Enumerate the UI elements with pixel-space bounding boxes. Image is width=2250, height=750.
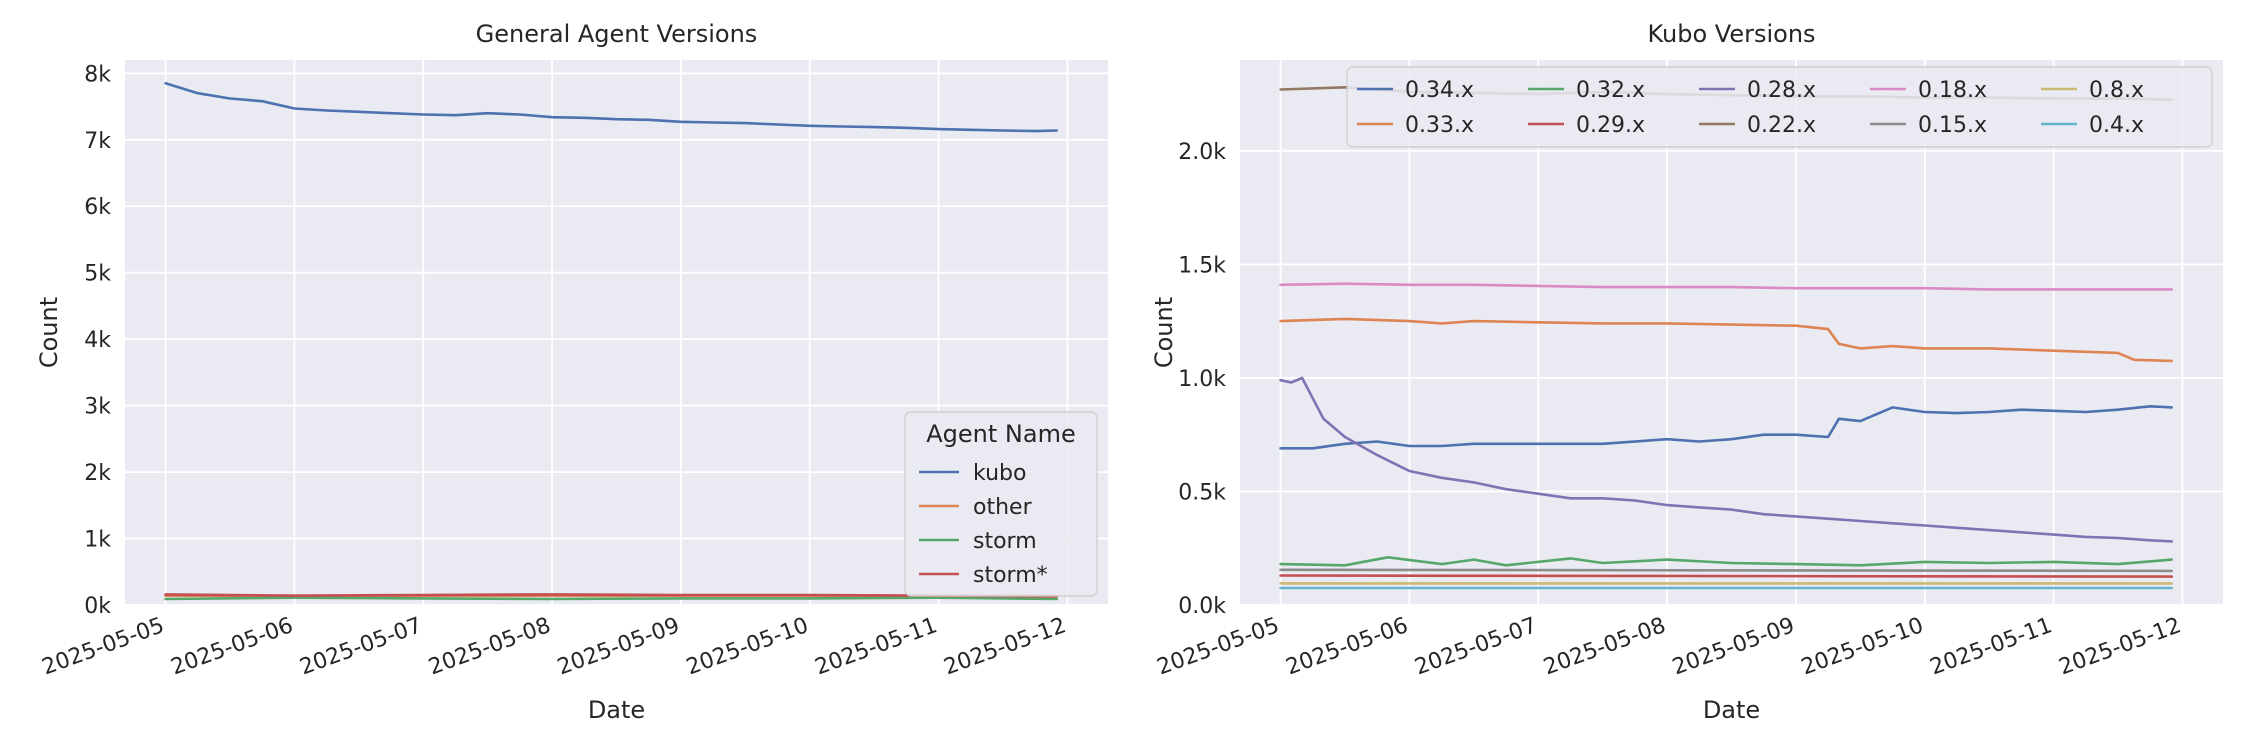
x-tick-label: 2025-05-08 <box>1540 613 1669 680</box>
y-tick-label: 0.5k <box>1178 480 1226 505</box>
series-line-0-34-x <box>1279 404 2173 450</box>
x-tick-label: 2025-05-12 <box>2056 613 2185 680</box>
legend-label: other <box>973 495 1033 520</box>
y-tick-label: 6k <box>84 195 111 220</box>
legend-box <box>904 411 1098 597</box>
x-tick-label: 2025-05-12 <box>941 613 1070 680</box>
chart-title: General Agent Versions <box>476 20 758 48</box>
x-tick-label: 2025-05-10 <box>1798 613 1927 680</box>
x-tick-label: 2025-05-07 <box>297 613 426 680</box>
y-tick-label: 7k <box>84 129 111 154</box>
series-line-0-32-x <box>1279 555 2173 567</box>
legend-label: 0.8.x <box>2089 78 2144 103</box>
series-line-storm <box>164 596 1058 601</box>
x-tick-label: 2025-05-09 <box>554 613 683 680</box>
y-tick-label: 5k <box>84 262 111 287</box>
y-tick-label: 8k <box>84 62 111 87</box>
legend: 0.34.x 0.33.x 0.32.x 0.29.x 0.28.x 0.22.x 0.18… <box>1346 66 2213 148</box>
legend-label: 0.33.x <box>1405 113 1474 138</box>
x-tick-label: 2025-05-05 <box>39 613 168 680</box>
x-tick-label: 2025-05-09 <box>1669 613 1798 680</box>
legend-label: 0.29.x <box>1576 113 1645 138</box>
legend-label: 0.34.x <box>1405 78 1474 103</box>
legend-label: 0.4.x <box>2089 113 2144 138</box>
y-tick-label: 0k <box>84 594 111 619</box>
x-tick-label: 2025-05-11 <box>812 613 941 680</box>
y-tick-label: 2.0k <box>1178 140 1226 165</box>
x-tick-label: 2025-05-08 <box>425 613 554 680</box>
legend-label: 0.22.x <box>1747 113 1816 138</box>
y-tick-label: 0.0k <box>1178 594 1226 619</box>
y-tick-label: 2k <box>84 461 111 486</box>
x-tick-label: 2025-05-11 <box>1927 613 2056 680</box>
series-line-0-29-x <box>1279 574 2173 578</box>
x-tick-label: 2025-05-06 <box>168 613 297 680</box>
x-tick-label: 2025-05-05 <box>1154 613 1283 680</box>
series-line-0-28-x <box>1279 376 2173 543</box>
y-axis-label: Count <box>35 297 63 368</box>
chart-title: Kubo Versions <box>1647 20 1815 48</box>
x-axis-label: Date <box>1703 696 1760 724</box>
x-axis-label: Date <box>588 696 645 724</box>
chart-panel-2: 0.0k 0.5k 1.0k 1.5k 2.0k 2025-05-05 2025-05-06… <box>1150 20 2223 724</box>
legend-label: 0.15.x <box>1918 113 1987 138</box>
legend-label: kubo <box>973 461 1026 486</box>
x-tick-label: 2025-05-07 <box>1412 613 1541 680</box>
legend-label: storm* <box>973 563 1048 588</box>
y-tick-label: 1.0k <box>1178 367 1226 392</box>
y-tick-label: 3k <box>84 395 111 420</box>
legend-label: 0.28.x <box>1747 78 1816 103</box>
series-line-0-33-x <box>1279 317 2173 363</box>
x-tick-label: 2025-05-06 <box>1283 613 1412 680</box>
y-tick-label: 1k <box>84 528 111 553</box>
y-tick-label: 1.5k <box>1178 253 1226 278</box>
x-tick-label: 2025-05-10 <box>683 613 812 680</box>
legend-label: 0.18.x <box>1918 78 1987 103</box>
legend-label: storm <box>973 529 1037 554</box>
legend: Agent Name kubo other storm storm* <box>904 411 1098 597</box>
series-line-kubo <box>164 82 1058 133</box>
series-line-0-15-x <box>1279 568 2173 573</box>
y-axis-label: Count <box>1150 297 1178 368</box>
legend-box <box>1346 66 2213 148</box>
y-tick-label: 4k <box>84 328 111 353</box>
series-line-0-18-x <box>1279 282 2173 291</box>
legend-label: 0.32.x <box>1576 78 1645 103</box>
legend-title: Agent Name <box>926 420 1075 448</box>
